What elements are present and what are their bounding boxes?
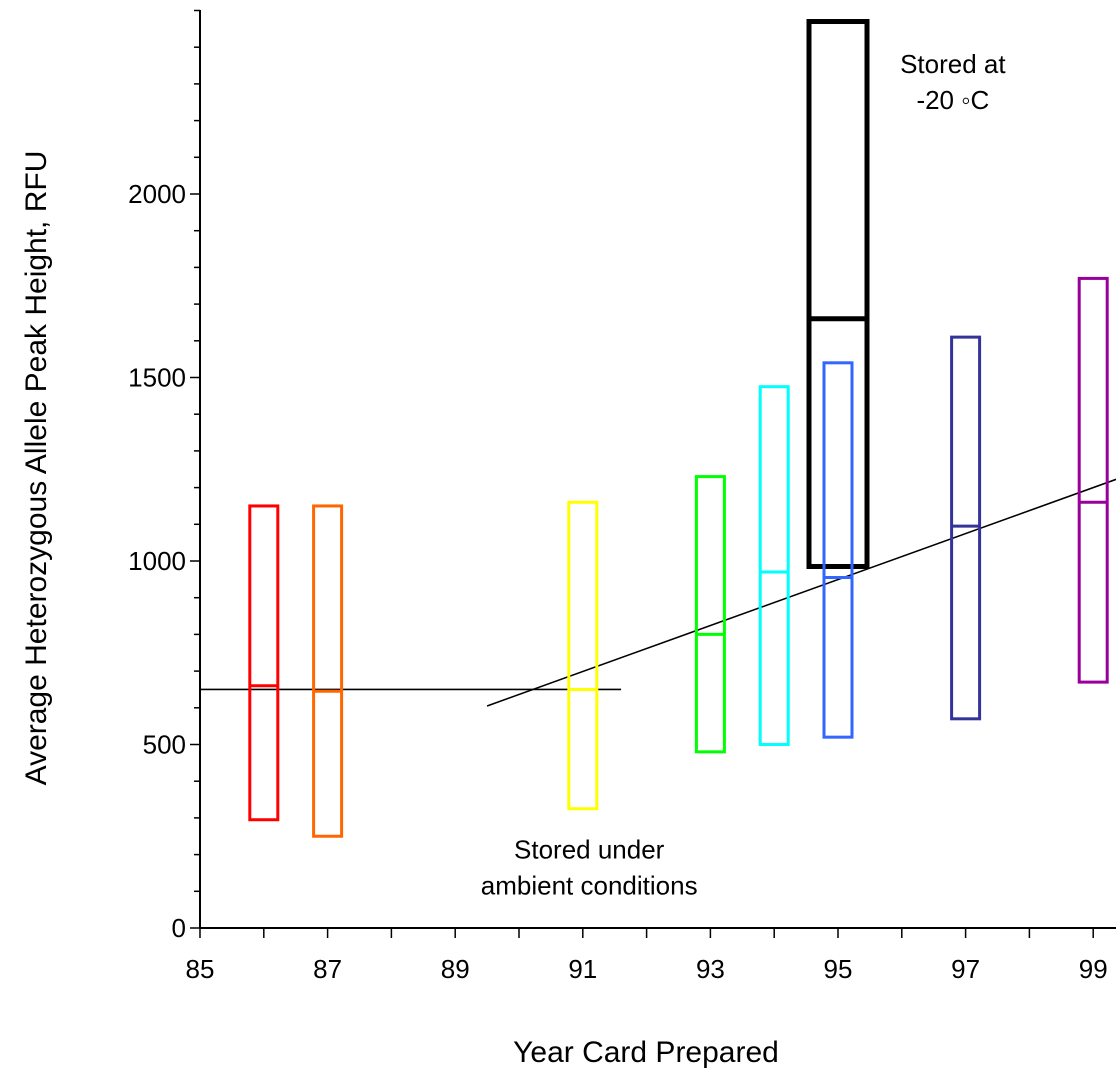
range-box	[694, 475, 726, 754]
annotation-text: Stored at -20 ◦C	[900, 49, 1006, 115]
range-box	[312, 504, 344, 838]
trend-lines	[200, 478, 1116, 707]
annotations: Stored at -20 ◦C Stored under ambient condi…	[481, 49, 1007, 900]
y-tick-label: 1000	[128, 546, 186, 576]
range-box	[1077, 276, 1109, 684]
y-tick-label: 0	[172, 913, 186, 943]
y-tick-label: 500	[143, 730, 186, 760]
range-box	[758, 385, 790, 746]
x-tick-label: 85	[186, 954, 215, 984]
range-box	[806, 19, 870, 570]
y-tick-label: 1500	[128, 363, 186, 393]
x-tick-label: 93	[696, 954, 725, 984]
y-axis-title: Average Heterozygous Allele Peak Height,…	[20, 151, 53, 786]
range-box	[822, 361, 854, 739]
annotation-line: ambient conditions	[481, 870, 698, 900]
x-tick-label: 97	[951, 954, 980, 984]
x-tick-label: 95	[824, 954, 853, 984]
y-tick-label: 2000	[128, 179, 186, 209]
annotation-text: Stored under ambient conditions	[481, 834, 698, 900]
range-box	[567, 500, 599, 811]
annotation-line: Stored under	[514, 834, 665, 864]
trend-line	[486, 478, 1116, 707]
axes: 0 500 1000 1500 2000 85 87 89 91 93 95 97 99	[128, 9, 1116, 984]
annotation-line: Stored at	[900, 49, 1006, 79]
x-tick-label: 91	[568, 954, 597, 984]
boxes	[248, 19, 1109, 838]
x-tick-label: 87	[313, 954, 342, 984]
x-axis-title: Year Card Prepared	[513, 1036, 779, 1069]
range-box	[248, 504, 280, 822]
annotation-line: -20 ◦C	[916, 85, 989, 115]
range-box	[950, 335, 982, 721]
x-tick-label: 99	[1079, 954, 1108, 984]
x-tick-label: 89	[441, 954, 470, 984]
